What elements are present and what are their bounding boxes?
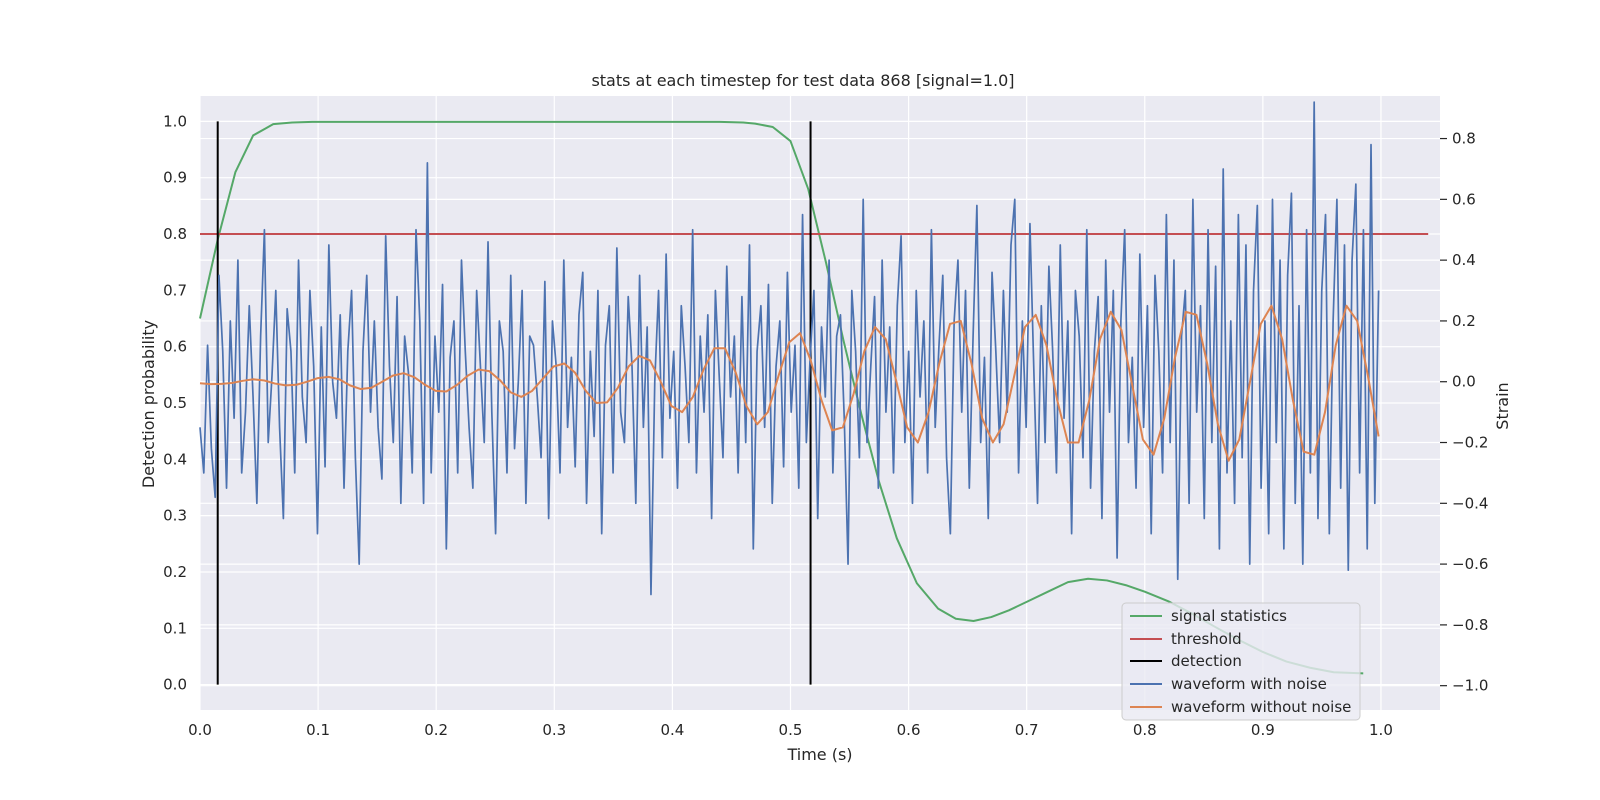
y2-tick-label: −0.6	[1452, 555, 1488, 573]
y-tick-label: 1.0	[163, 112, 187, 130]
legend-label-signal: signal statistics	[1171, 607, 1287, 625]
x-tick-label: 0.7	[1015, 721, 1039, 739]
legend-label-noise: waveform with noise	[1171, 675, 1327, 693]
y-tick-label: 0.1	[163, 619, 187, 637]
legend-label-clean: waveform without noise	[1171, 698, 1351, 716]
y-tick-label: 0.7	[163, 281, 187, 299]
chart-title: stats at each timestep for test data 868…	[591, 71, 1014, 90]
y2-axis-label: Strain	[1493, 382, 1512, 429]
y2-tick-label: −0.4	[1452, 494, 1488, 512]
x-axis-label: Time (s)	[786, 745, 852, 764]
legend: signal statistics threshold detection wa…	[1121, 602, 1361, 721]
y2-tick-label: 0.8	[1452, 130, 1476, 148]
x-tick-label: 0.5	[779, 721, 803, 739]
y2-tick-label: 0.6	[1452, 190, 1476, 208]
y-axis-ticks: 0.0 0.1 0.2 0.3 0.4 0.5 0.6 0.7 0.8 0.9 1.0	[163, 112, 187, 693]
y-tick-label: 0.6	[163, 338, 187, 356]
y2-tick-label: 0.0	[1452, 373, 1476, 391]
legend-label-threshold: threshold	[1171, 630, 1242, 648]
x-tick-label: 0.8	[1133, 721, 1157, 739]
y-tick-label: 0.3	[163, 507, 187, 525]
y2-tick-label: −0.8	[1452, 616, 1488, 634]
x-tick-label: 0.4	[660, 721, 684, 739]
y-tick-label: 0.5	[163, 394, 187, 412]
series-line-waveform-without-noise	[199, 304, 1380, 462]
y-axis-label: Detection probability	[139, 320, 158, 488]
x-axis-ticks: 0.0 0.1 0.2 0.3 0.4 0.5 0.6 0.7 0.8 0.9 1.0	[188, 721, 1393, 739]
y2-tick-label: −0.2	[1452, 434, 1488, 452]
y-tick-label: 0.0	[163, 676, 187, 694]
y2-tick-label: −1.0	[1452, 677, 1488, 695]
y-tick-label: 0.8	[163, 225, 187, 243]
y-tick-label: 0.4	[163, 450, 187, 468]
y2-tick-label: 0.2	[1452, 312, 1476, 330]
legend-box	[1121, 602, 1361, 721]
legend-label-detection: detection	[1171, 652, 1242, 670]
y2-axis-ticks: −1.0 −0.8 −0.6 −0.4 −0.2 0.0 0.2 0.4 0.6 0.8	[1440, 130, 1488, 695]
x-tick-label: 1.0	[1369, 721, 1393, 739]
x-tick-label: 0.3	[542, 721, 566, 739]
y-tick-label: 0.2	[163, 563, 187, 581]
x-tick-label: 0.0	[188, 721, 212, 739]
y-tick-label: 0.9	[163, 169, 187, 187]
y2-tick-label: 0.4	[1452, 251, 1476, 269]
x-tick-label: 0.6	[897, 721, 921, 739]
x-tick-label: 0.1	[306, 721, 330, 739]
x-tick-label: 0.9	[1251, 721, 1275, 739]
x-tick-label: 0.2	[424, 721, 448, 739]
